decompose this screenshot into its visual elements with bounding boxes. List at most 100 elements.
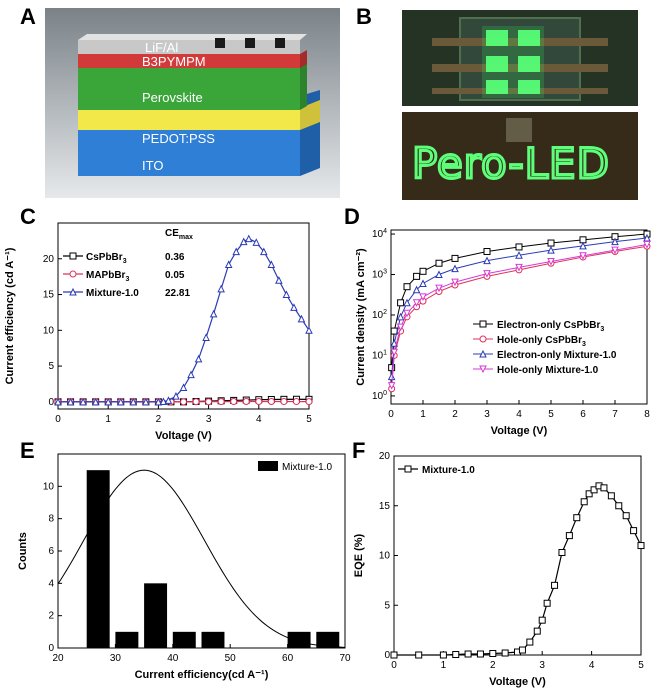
f-xtick-label-3: 3 [539,660,545,671]
d-legend-label-3: Hole-only Mixture-1.0 [497,365,599,376]
c-point-1-10 [180,398,187,406]
c-ytick-label-0: 0 [48,397,54,408]
d-point-3-9 [515,263,523,272]
d-xtick-label-5: 5 [548,409,554,420]
d-series-line-2 [391,237,648,377]
c-point-1-17 [267,397,275,405]
c-point-2-19 [232,247,241,256]
c-point-2-25 [275,276,283,284]
f-ylabel: EQE (%) [353,533,365,577]
c-point-2-11 [172,392,180,400]
f-point-0-25 [622,512,630,520]
f-point-0-5 [476,650,484,658]
e-bar-6 [316,631,340,648]
d-ytick-label-4: 104 [372,228,387,240]
f-series-0 [390,482,645,659]
f-series-line-0 [394,485,642,656]
c-point-1-14 [230,398,238,406]
c-point-2-17 [217,284,225,293]
d-xtick-label-0: 0 [388,409,394,420]
d-xlabel: Voltage (V) [491,425,548,437]
d-ytick-label-0: 100 [372,390,387,402]
chart-current-efficiency: 0 1 2 3 4 5 Voltage (V) 0 5 10 15 20 Current efficie… [4,222,313,442]
d-point-2-8 [483,256,491,265]
c-legend-label-1: MAPbBr3 [86,270,129,283]
d-ytick-label-1: 101 [372,349,387,361]
chart-eqe: 0 1 2 3 4 5 Voltage (V) 0 5 10 15 20 EQE (%) Mixture-… [353,451,645,688]
pedot-layer [78,108,300,130]
d-point-0-4 [413,272,421,280]
d-point-2-12 [611,237,619,246]
c-point-2-8 [154,397,163,406]
d-point-2-7 [451,264,459,273]
c-legend-marker-1 [69,270,77,278]
device-photo-bottom: Pero-LED [402,112,638,200]
f-point-0-12 [538,616,546,624]
c-xtick-label-2: 2 [156,414,162,425]
c-point-2-23 [260,247,268,256]
chart-counts-histogram: 20 30 40 50 60 70 Current efficiency(cd A⁻¹) 0 2… [17,453,351,681]
d-point-3-12 [611,246,619,255]
d-point-3-2 [396,323,405,332]
c-point-2-22 [252,238,261,246]
d-legend-marker-2 [479,349,487,358]
d-series-3 [387,241,651,390]
layer-label-pedot: PEDOT:PSS [142,131,215,146]
d-point-2-6 [435,270,443,279]
panel-letter-e: E [20,438,35,463]
e-bar-2 [144,583,168,648]
c-point-1-11 [192,398,200,406]
f-point-0-16 [565,532,573,540]
e-legend-label: Mixture-1.0 [282,462,332,473]
d-xtick-label-4: 4 [516,409,522,420]
e-ytick-label-2: 4 [48,578,54,589]
d-xtick-label-8: 8 [644,409,650,420]
c-point-2-26 [282,290,291,299]
perovskite-layer [78,66,300,110]
b3pympm-layer-side [300,50,307,68]
f-xlabel: Voltage (V) [489,676,546,688]
pedot-layer-side [300,100,320,130]
d-point-0-3 [403,283,411,291]
e-ytick-label-0: 0 [48,643,54,654]
d-legend-label-2: Electron-only Mixture-1.0 [497,350,617,361]
c-point-2-14 [194,354,203,363]
c-point-1-12 [205,398,213,406]
f-point-0-24 [615,502,623,510]
f-point-0-15 [558,549,566,557]
electrode-gap-2 [245,38,255,48]
f-point-0-1 [415,651,423,659]
d-point-2-9 [515,251,523,259]
d-point-0-8 [483,248,491,256]
ito-layer [78,126,300,176]
f-point-0-9 [518,646,526,654]
e-xtick-label-2: 40 [167,653,179,664]
d-xtick-label-6: 6 [580,409,586,420]
pero-led-logo: Pero-LED [412,139,610,188]
f-point-0-26 [630,527,638,535]
d-point-3-8 [483,270,491,278]
lif-al-layer [78,40,300,54]
c-legend-label-2: Mixture-1.0 [86,288,139,299]
f-point-0-10 [526,638,534,646]
d-point-3-6 [435,284,443,293]
d-point-3-10 [547,257,555,266]
layer-label-lif-al: LiF/Al [145,40,178,55]
f-point-0-7 [501,649,509,657]
f-point-0-3 [452,651,460,659]
c-point-1-13 [217,398,225,406]
e-xtick-label-5: 70 [339,653,351,664]
e-fit-curve [57,469,346,648]
d-point-0-10 [547,239,555,247]
c-legend-value-2: 22.81 [165,288,190,299]
d-xtick-label-2: 2 [452,409,458,420]
c-xtick-label-3: 3 [206,414,212,425]
f-ytick-label-3: 15 [379,501,391,512]
c-legend-marker-0 [69,252,77,260]
e-bar-5 [287,631,311,648]
e-legend-swatch [258,461,278,471]
f-point-0-23 [607,492,615,500]
c-xtick-label-5: 5 [306,414,312,425]
f-xtick-label-0: 0 [391,660,397,671]
c-xtick-label-0: 0 [55,414,61,425]
